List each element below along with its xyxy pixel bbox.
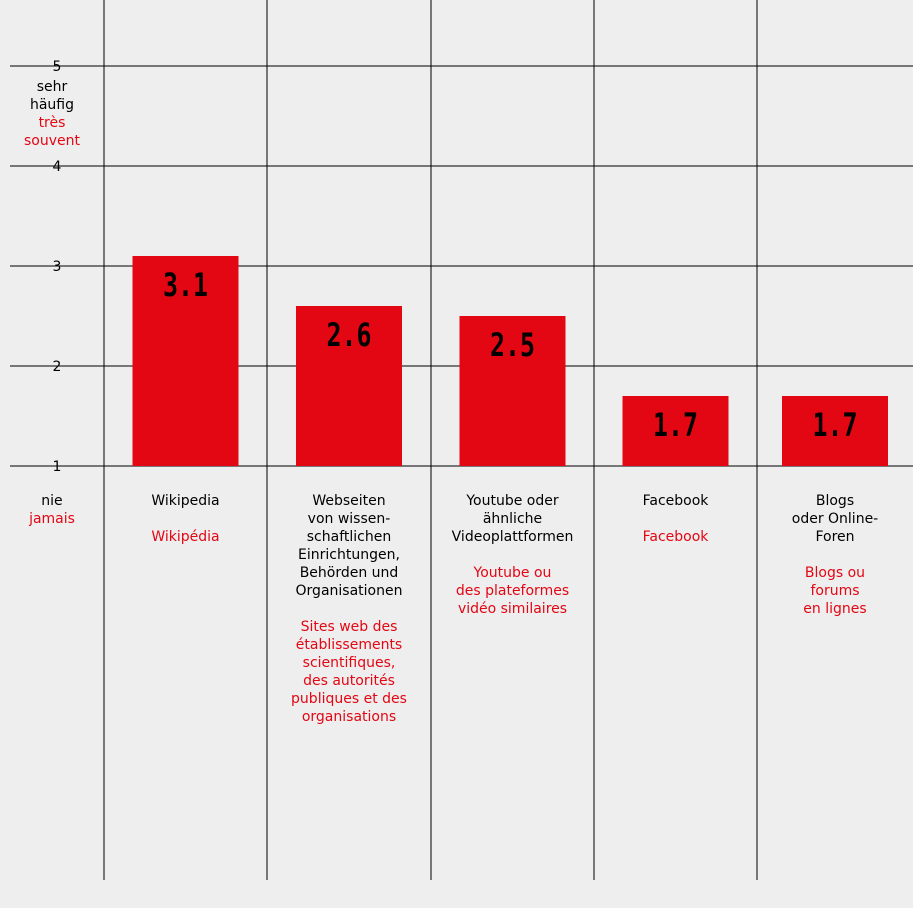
category-label-de: Facebook xyxy=(642,493,709,509)
bar xyxy=(132,256,239,466)
bars: 3.1 2.6 2.5 1.7 1.7 xyxy=(132,256,888,466)
category-label-youtube: Youtube oder ähnliche Videoplattformen Y… xyxy=(431,492,594,618)
category-label-facebook: Facebook Facebook xyxy=(594,492,757,546)
bar xyxy=(782,396,888,466)
category-label-webseiten: Webseiten von wissen- schaftlichen Einri… xyxy=(267,492,431,726)
bar xyxy=(622,396,729,466)
category-label-fr: Sites web des établissements scientifiqu… xyxy=(291,619,407,725)
category-label-de: Wikipedia xyxy=(151,493,220,509)
category-label-fr: Blogs ou forums en lignes xyxy=(803,565,867,617)
category-label-wikipedia: Wikipedia Wikipédia xyxy=(104,492,267,546)
category-label-fr: Facebook xyxy=(642,529,709,545)
y-axis-bottom-label-fr: jamais xyxy=(29,511,75,527)
y-tick-label: 5 xyxy=(53,59,62,75)
bar xyxy=(296,306,402,466)
bar-value-label: 2.5 xyxy=(490,326,535,364)
bar-value-label: 3.1 xyxy=(163,266,208,304)
bar-value-label: 2.6 xyxy=(326,316,371,354)
bar-value-label: 1.7 xyxy=(812,406,857,444)
category-label-blogs: Blogs oder Online- Foren Blogs ou forums… xyxy=(757,492,913,618)
category-label-fr: Youtube ou des plateformes vidéo similai… xyxy=(455,565,570,617)
y-axis-bottom-label: nie jamais xyxy=(10,492,94,528)
bar xyxy=(459,316,566,466)
y-axis-top-label-fr: très souvent xyxy=(24,115,80,149)
bar-value-label: 1.7 xyxy=(653,406,698,444)
y-tick-label: 3 xyxy=(53,259,62,275)
y-tick-label: 1 xyxy=(53,459,62,475)
y-axis-bottom-label-de: nie xyxy=(41,493,63,509)
y-ticks: 1 2 3 4 5 xyxy=(53,59,62,475)
y-tick-label: 4 xyxy=(53,159,62,175)
y-tick-label: 2 xyxy=(53,359,62,375)
y-axis-top-label: sehr häufig très souvent xyxy=(10,78,94,150)
category-label-fr: Wikipédia xyxy=(151,529,220,545)
y-axis-top-label-de: sehr häufig xyxy=(29,79,75,113)
category-label-de: Youtube oder ähnliche Videoplattformen xyxy=(451,493,574,545)
category-label-de: Webseiten von wissen- schaftlichen Einri… xyxy=(295,493,403,599)
category-label-de: Blogs oder Online- Foren xyxy=(791,493,879,545)
